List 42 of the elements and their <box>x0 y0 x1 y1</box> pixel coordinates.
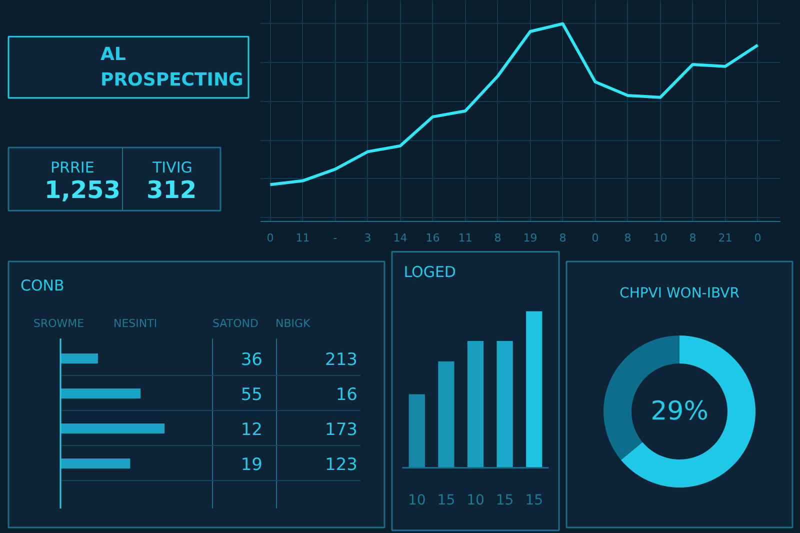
text: 12 <box>240 420 263 440</box>
text: 213 <box>325 350 358 370</box>
x-tick-label: 8 <box>689 232 696 244</box>
x-tick-label: 10 <box>653 232 668 244</box>
text: 173 <box>325 420 358 440</box>
chart-title: CHPVI WON-IBVR <box>620 286 740 302</box>
text: 16 <box>336 385 358 405</box>
x-tick-label: 8 <box>624 232 632 244</box>
x-tick-label: 16 <box>426 232 440 244</box>
text: 55 <box>240 385 263 405</box>
text: AL PROSPECTING <box>100 44 244 90</box>
text: 19 <box>240 455 263 475</box>
text: TIVIG <box>152 158 192 176</box>
x-tick-label: 10 <box>466 492 484 509</box>
x-tick-label: 15 <box>437 492 456 509</box>
x-tick-label: 0 <box>754 232 762 244</box>
x-tick-label: 10 <box>408 492 426 509</box>
text: NBIGK <box>276 317 312 330</box>
x-tick-label: 8 <box>494 232 502 244</box>
text: 123 <box>325 455 358 475</box>
text: SATOND <box>212 317 258 330</box>
x-tick-label: 21 <box>718 232 732 244</box>
text: SROWME <box>34 317 84 330</box>
text: NESINTI <box>114 317 158 330</box>
x-tick-label: 8 <box>559 232 566 244</box>
text: 312 <box>146 176 197 204</box>
x-tick-label: 15 <box>496 492 514 509</box>
text: 1,253 <box>44 176 120 204</box>
chart-title: CONB <box>20 276 64 294</box>
x-tick-label: 11 <box>296 232 310 244</box>
chart-title: LOGED <box>404 263 456 282</box>
x-tick-label: 0 <box>266 232 274 244</box>
x-tick-label: - <box>333 232 338 244</box>
x-tick-label: 0 <box>592 232 599 244</box>
text: 29% <box>650 396 708 426</box>
text: PRRIE <box>50 158 94 176</box>
x-tick-label: 15 <box>525 492 544 509</box>
x-tick-label: 3 <box>364 232 372 244</box>
text: 36 <box>240 350 263 370</box>
x-tick-label: 11 <box>458 232 472 244</box>
x-tick-label: 14 <box>393 232 408 244</box>
x-tick-label: 19 <box>523 232 538 244</box>
